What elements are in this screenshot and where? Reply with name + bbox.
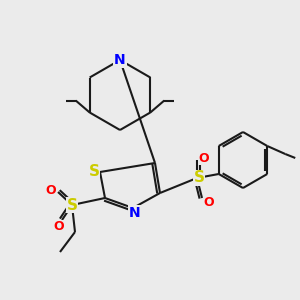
Text: O: O [199, 152, 209, 164]
Text: S: S [88, 164, 100, 179]
Text: O: O [204, 196, 214, 209]
Text: O: O [46, 184, 56, 196]
Text: N: N [129, 206, 141, 220]
Text: O: O [54, 220, 64, 233]
Text: N: N [114, 53, 126, 67]
Text: S: S [67, 197, 77, 212]
Text: S: S [194, 170, 205, 185]
